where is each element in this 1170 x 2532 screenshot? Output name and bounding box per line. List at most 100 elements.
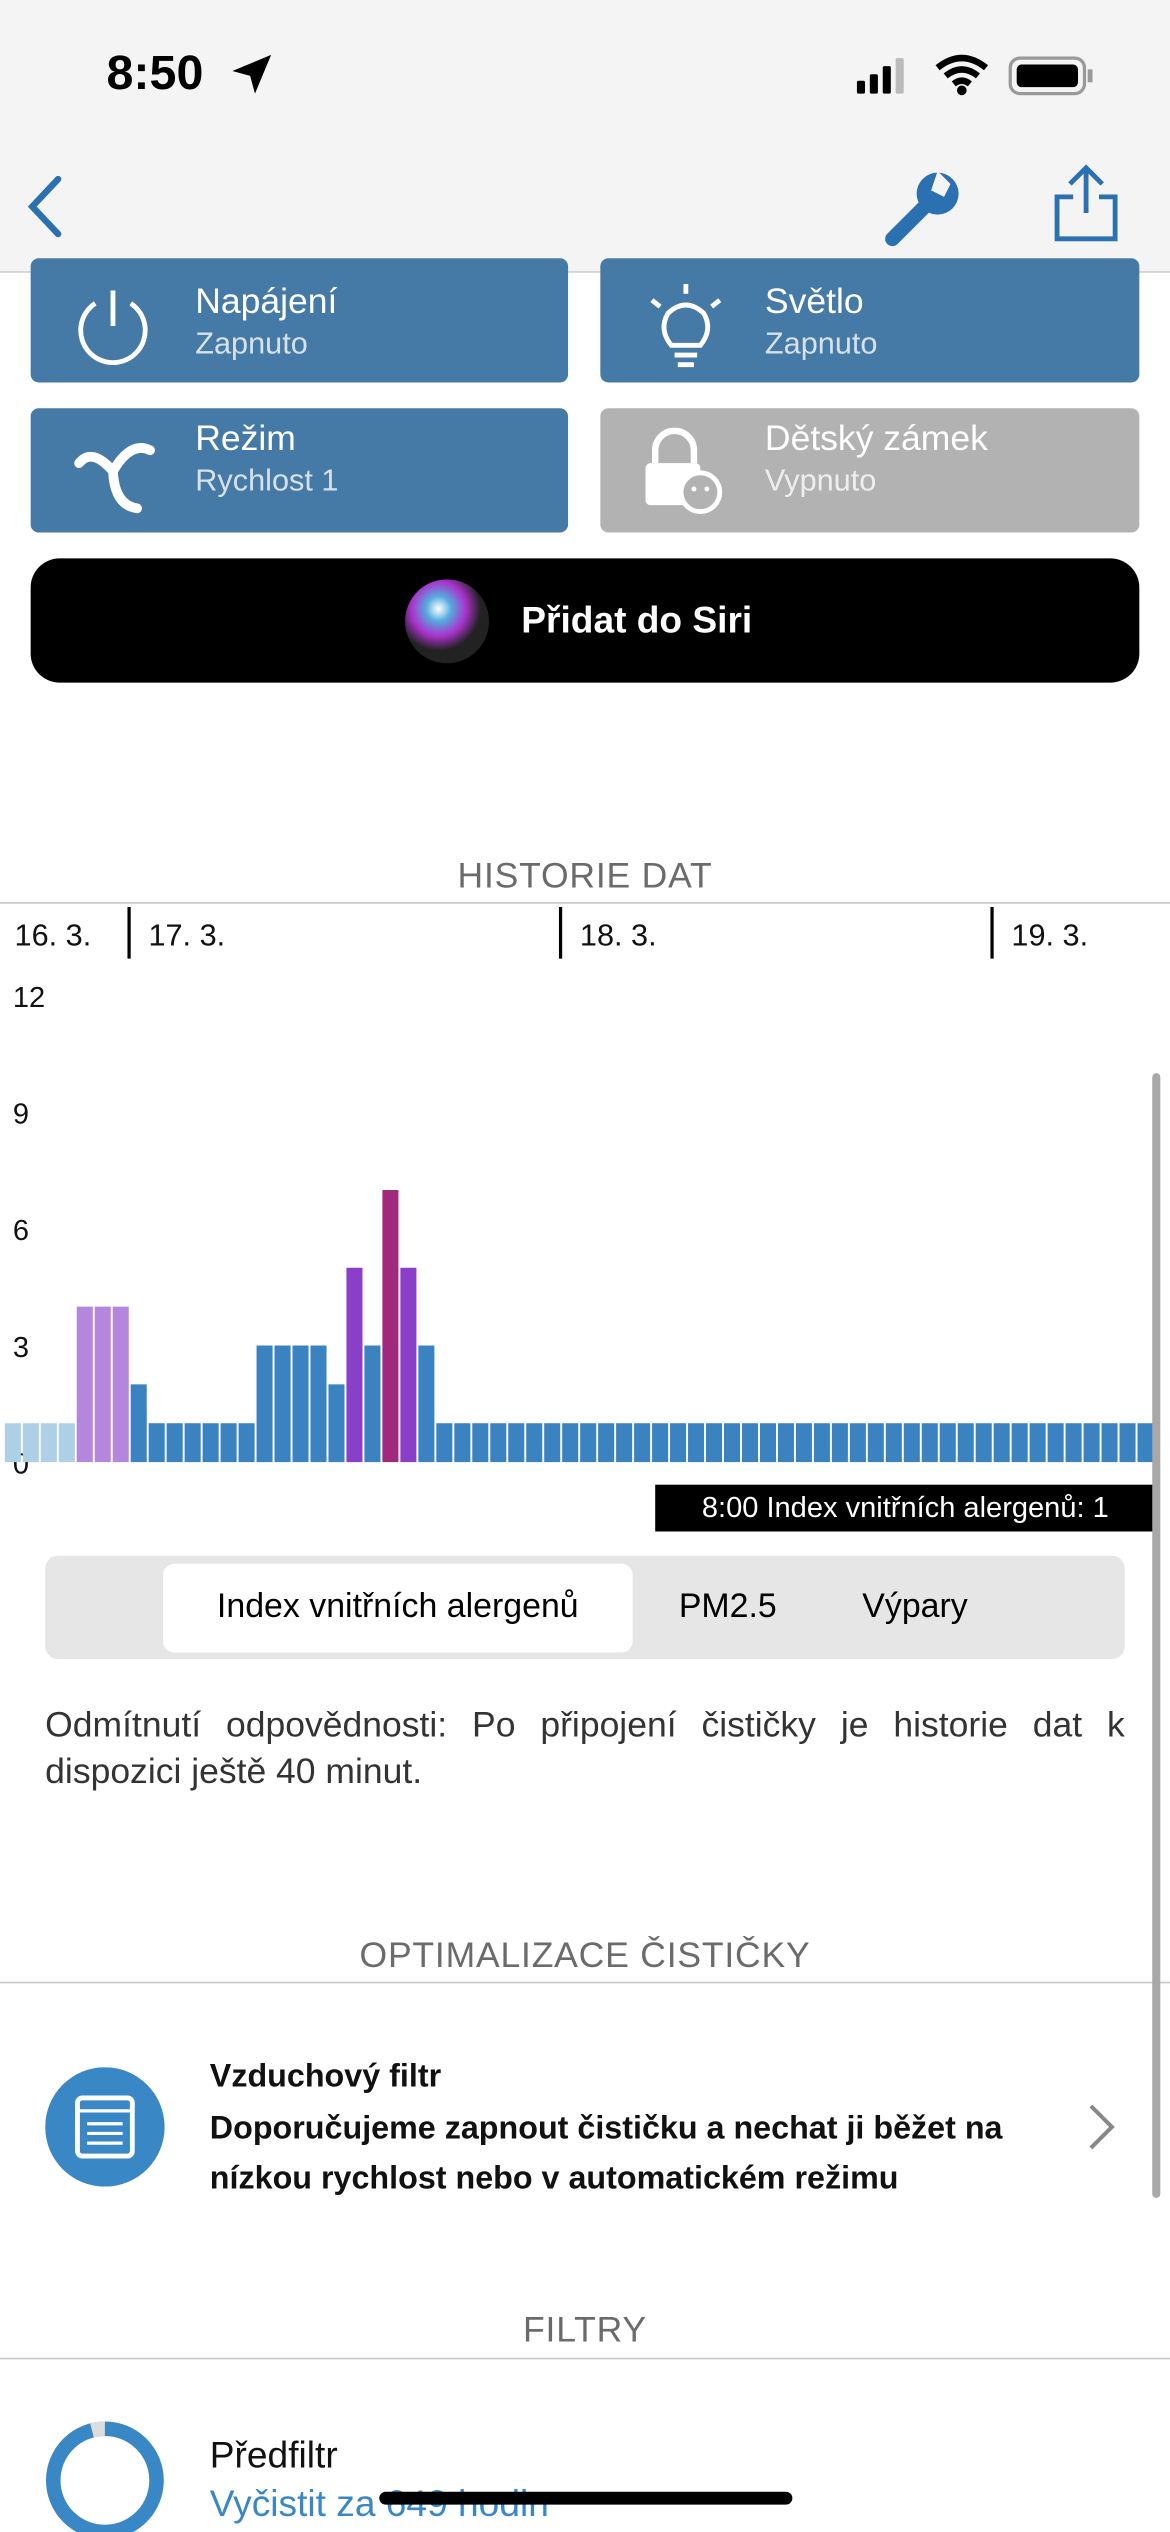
bar [741, 1423, 759, 1463]
y-tick-label: 12 [13, 982, 45, 1014]
item-title: Vzduchový filtr [209, 2059, 442, 2095]
tile-state: Rychlost 1 [195, 464, 339, 499]
bar [4, 1423, 21, 1463]
share-button[interactable] [1049, 161, 1123, 245]
bar [418, 1345, 435, 1463]
back-button[interactable] [23, 174, 71, 239]
bar [112, 1306, 129, 1463]
bar [1119, 1423, 1136, 1463]
top-bar [0, 0, 1170, 273]
mode-tile[interactable]: Režim Rychlost 1 [30, 408, 569, 533]
bar [436, 1423, 453, 1463]
filter-icon [45, 2067, 165, 2187]
bar [885, 1423, 902, 1463]
bar [1083, 1423, 1100, 1463]
bar [274, 1345, 291, 1463]
status-time: 8:50 [106, 46, 204, 101]
divider [0, 2357, 1170, 2360]
tile-title: Dětský zámek [764, 417, 988, 459]
bar [346, 1267, 363, 1463]
bar [993, 1423, 1010, 1463]
filter-name: Předfiltr [209, 2433, 338, 2476]
siri-label: Přidat do Siri [521, 598, 753, 641]
bar [562, 1423, 579, 1463]
item-text[interactable]: Doporučujeme zapnout čističku a nechat j… [209, 2110, 1003, 2197]
bar [130, 1384, 147, 1463]
y-tick-label: 6 [13, 1215, 29, 1247]
bar [58, 1423, 75, 1463]
bar [903, 1423, 920, 1463]
bar [1065, 1423, 1082, 1463]
divider [0, 902, 1170, 904]
section-title: HISTORIE DAT [457, 855, 713, 896]
tab[interactable]: Index vnitřních alergenů [216, 1587, 579, 1626]
bar [292, 1345, 309, 1463]
tab-control: Index vnitřních alergenů PM2.5 Výpary [45, 1555, 1125, 1659]
bar [490, 1423, 507, 1463]
bar [76, 1306, 93, 1463]
light-icon [650, 284, 722, 368]
selected-tab-background [162, 1563, 633, 1653]
bar [184, 1423, 201, 1463]
disclaimer: Odmítnutí odpovědnosti: Po připojení čis… [45, 1704, 1125, 1792]
tile-state: Zapnuto [764, 327, 878, 362]
y-tick-label: 3 [13, 1332, 29, 1364]
x-tick-label: 18. 3. [580, 919, 657, 953]
chevron [1089, 2104, 1115, 2150]
bar [706, 1423, 723, 1463]
bar [166, 1423, 183, 1463]
status-icons [856, 54, 1093, 96]
child-lock-icon [645, 427, 723, 514]
bar [867, 1423, 884, 1463]
bar [1011, 1423, 1028, 1463]
bar [220, 1423, 237, 1463]
bar [921, 1423, 938, 1463]
bar [508, 1423, 525, 1463]
bar [1047, 1423, 1064, 1463]
bar [849, 1423, 866, 1463]
bar [94, 1306, 111, 1463]
bar [40, 1423, 57, 1463]
x-tick-label: 16. 3. [15, 919, 92, 953]
bar [364, 1345, 381, 1463]
bar [939, 1423, 956, 1463]
x-tick-label: 19. 3. [1011, 919, 1088, 953]
light-tile[interactable]: Světlo Zapnuto [600, 258, 1140, 383]
bar [670, 1423, 687, 1463]
bar [328, 1384, 345, 1463]
tile-title: Režim [195, 417, 296, 459]
bar [544, 1423, 561, 1463]
bar [723, 1423, 741, 1463]
bar [616, 1423, 633, 1463]
bar [310, 1345, 327, 1463]
bar [526, 1423, 543, 1463]
bar [22, 1423, 39, 1463]
divider [0, 1981, 1170, 1984]
bar [813, 1423, 830, 1463]
x-tick-label: 17. 3. [148, 919, 225, 953]
bar [759, 1423, 776, 1463]
child-lock-tile[interactable]: Dětský zámek Vypnuto [600, 408, 1140, 533]
tab[interactable]: PM2.5 [678, 1587, 777, 1626]
settings-button[interactable] [876, 161, 966, 251]
bar [454, 1423, 471, 1463]
siri-button[interactable]: Přidat do Siri [30, 558, 1140, 683]
power-icon [78, 290, 148, 365]
bar [957, 1423, 974, 1463]
bar [652, 1423, 669, 1463]
bar [148, 1423, 165, 1463]
bar [382, 1190, 399, 1463]
bar [1029, 1423, 1046, 1463]
tile-state: Vypnuto [764, 464, 877, 499]
mode-icon [74, 443, 155, 514]
home-indicator [379, 2491, 793, 2505]
power-tile[interactable]: Napájení Zapnuto [30, 258, 569, 383]
y-tick-label: 9 [13, 1099, 29, 1131]
tile-title: Napájení [195, 280, 338, 322]
bar [400, 1267, 417, 1463]
tab[interactable]: Výpary [862, 1587, 968, 1626]
bar [1137, 1423, 1154, 1463]
bar [238, 1423, 255, 1463]
